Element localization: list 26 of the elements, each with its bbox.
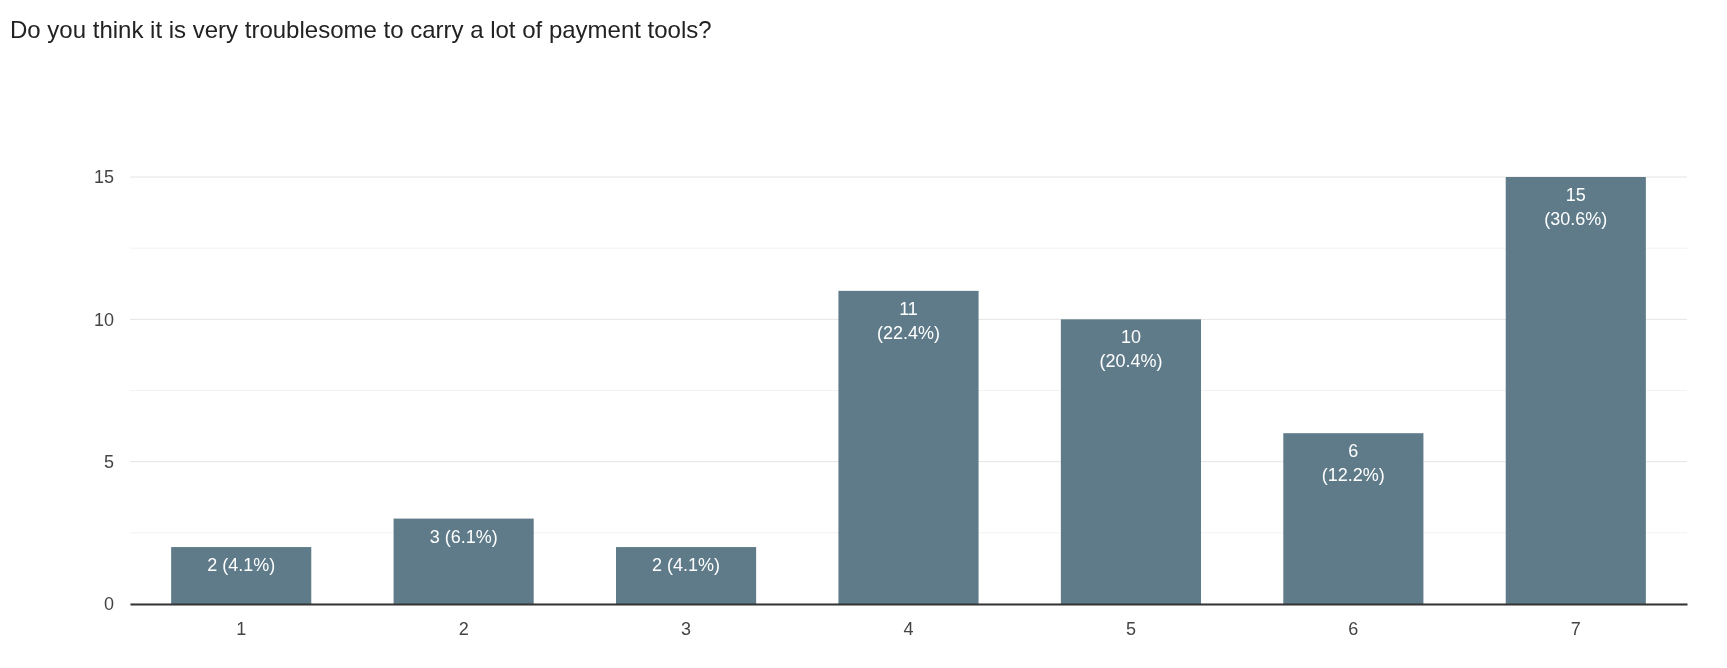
- x-tick-label: 7: [1570, 618, 1581, 639]
- chart-title: Do you think it is very troublesome to carry a lot of payment tools?: [10, 16, 712, 43]
- bar: [1283, 433, 1424, 604]
- y-tick-label: 0: [103, 594, 114, 615]
- bar: [171, 547, 312, 604]
- bar: [1060, 319, 1201, 604]
- x-tick-label: 4: [903, 618, 914, 639]
- data-label: 2 (4.1%): [652, 555, 721, 576]
- y-tick-label: 15: [93, 167, 114, 188]
- bar: [1505, 177, 1646, 604]
- data-label: 2 (4.1%): [207, 555, 276, 576]
- x-tick-label: 3: [681, 618, 692, 639]
- data-label: 3 (6.1%): [429, 526, 498, 547]
- data-label: 15 (30.6%): [1544, 185, 1608, 229]
- bar: [616, 547, 757, 604]
- bar: [838, 290, 979, 604]
- x-tick-label: 1: [236, 618, 247, 639]
- x-tick-label: 5: [1125, 618, 1136, 639]
- y-tick-label: 5: [103, 451, 114, 472]
- x-tick-label: 6: [1348, 618, 1359, 639]
- y-tick-label: 10: [93, 309, 114, 330]
- data-label: 11 (22.4%): [876, 298, 941, 343]
- data-label: 10 (20.4%): [1099, 327, 1163, 372]
- data-label: 6 (12.2%): [1321, 441, 1385, 486]
- bar: [393, 518, 534, 604]
- x-tick-label: 2: [458, 618, 469, 639]
